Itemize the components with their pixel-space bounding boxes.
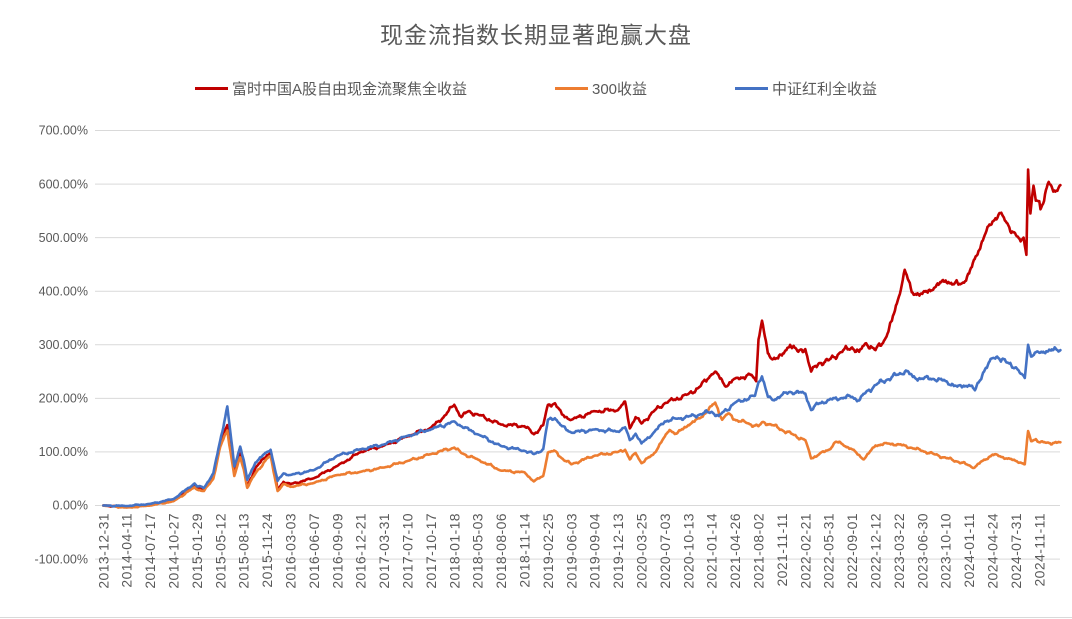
x-axis-tick-label: 2022-05-31 [821,513,837,589]
x-axis-tick-label: 2018-08-06 [493,513,509,589]
y-axis-tick-label: 0.00% [53,499,88,513]
x-axis-tick-label: 2017-07-10 [400,513,416,589]
x-axis-tick-label: 2015-05-12 [212,513,228,589]
x-axis-tick-label: 2013-12-31 [95,513,111,589]
x-axis-tick-label: 2019-06-03 [563,513,579,589]
series-line-red-ftse-cashflow [102,168,1062,509]
x-axis-tick-label: 2023-06-30 [914,513,930,589]
x-axis-tick-label: 2015-11-24 [259,513,275,588]
x-axis-tick-label: 2016-12-21 [353,513,369,589]
x-axis-tick-label: 2018-11-14 [517,513,533,588]
legend-item-csi300: 300收益 [554,78,648,99]
legend-line-swatch-orange [554,87,588,90]
x-axis-tick-label: 2023-10-10 [938,513,954,589]
x-axis-tick-label: 2018-05-03 [470,513,486,589]
x-axis-tick-label: 2024-11-11 [1031,513,1047,587]
legend-label: 富时中国A股自由现金流聚焦全收益 [231,81,467,98]
y-axis-tick-label: 600.00% [39,177,88,191]
x-axis-tick-label: 2021-08-02 [751,513,767,589]
x-axis-tick-label: 2020-03-25 [634,513,650,589]
series-line-orange-csi300 [102,401,1062,509]
x-axis-tick-label: 2014-10-27 [166,513,182,589]
x-axis-tick-label: 2016-03-03 [283,513,299,589]
x-axis-tick-label: 2022-09-01 [844,513,860,589]
x-axis-tick-label: 2017-03-31 [376,513,392,589]
x-axis-tick-label: 2024-01-11 [961,513,977,588]
x-axis-tick-label: 2017-10-17 [423,513,439,589]
x-axis-tick-label: 2019-02-25 [540,513,556,589]
x-axis-tick-label: 2016-06-07 [306,513,322,589]
x-axis-tick-label: 2014-07-17 [142,513,158,589]
x-axis-tick-label: 2016-09-09 [329,513,345,589]
x-axis-tick-label: 2022-02-21 [797,513,813,589]
x-axis-tick-label: 2020-07-03 [657,513,673,589]
legend-item-ftse-cashflow: 富时中国A股自由现金流聚焦全收益 [194,78,467,99]
legend-line-swatch-red [194,87,228,90]
y-axis-tick-label: 300.00% [39,338,88,352]
x-axis-tick-label: 2015-08-13 [236,513,252,589]
y-axis-tick-label: 200.00% [39,392,88,406]
x-axis-tick-label: 2015-01-29 [189,513,205,589]
x-axis-tick-label: 2022-12-12 [868,513,884,589]
x-axis-tick-label: 2021-11-11 [774,513,790,587]
x-axis-tick-label: 2014-04-11 [119,513,135,588]
y-axis-tick-label: -100.00% [34,552,88,566]
series-line-blue-csi-dividend [102,343,1062,508]
x-axis-tick-label: 2019-09-04 [587,513,603,589]
legend-label: 中证红利全收益 [772,81,878,98]
chart-title: 现金流指数长期显著跑赢大盘 [380,22,692,48]
x-axis-tick-label: 2021-01-14 [704,513,720,589]
legend: 富时中国A股自由现金流聚焦全收益 300收益 中证红利全收益 [0,78,1072,99]
x-axis-tick-label: 2024-04-24 [985,513,1001,589]
legend-label: 300收益 [591,81,648,98]
x-axis-tick-label: 2019-12-13 [610,513,626,589]
x-axis-tick-label: 2018-01-18 [446,513,462,589]
legend-item-csi-dividend: 中证红利全收益 [735,78,877,99]
y-axis-tick-label: 100.00% [39,445,88,459]
y-axis-tick-label: 500.00% [39,231,88,245]
y-axis-tick-label: 700.00% [39,124,88,138]
y-axis-tick-label: 400.00% [39,284,88,298]
x-axis-tick-label: 2023-03-22 [891,513,907,589]
x-axis-tick-label: 2020-10-13 [680,513,696,589]
x-axis-tick-label: 2021-04-26 [727,513,743,589]
legend-line-swatch-blue [735,87,769,90]
x-axis-tick-label: 2024-07-31 [1008,513,1024,589]
